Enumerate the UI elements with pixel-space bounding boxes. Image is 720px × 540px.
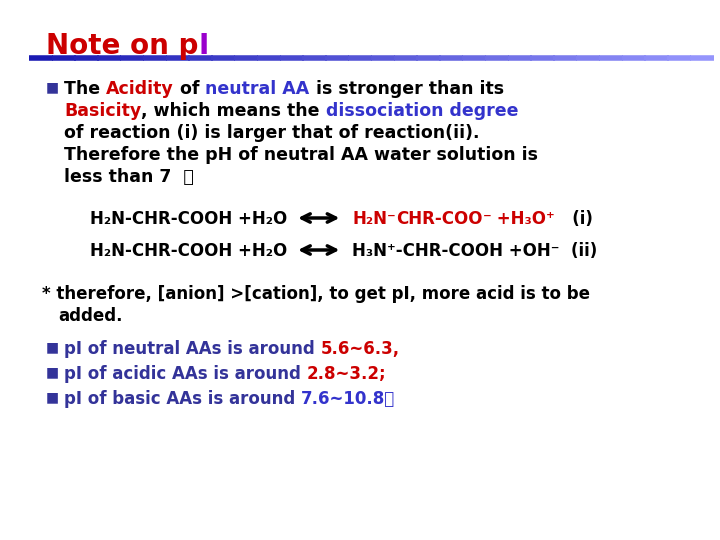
Text: +H₃O: +H₃O bbox=[491, 210, 546, 228]
Text: dissociation degree: dissociation degree bbox=[325, 102, 518, 120]
Text: H₂N-CHR-COOH +H₂O: H₂N-CHR-COOH +H₂O bbox=[90, 210, 287, 228]
Text: 5.6~6.3,: 5.6~6.3, bbox=[320, 340, 400, 358]
Text: neutral AA: neutral AA bbox=[205, 80, 310, 98]
Text: ■: ■ bbox=[46, 390, 59, 404]
Text: ■: ■ bbox=[46, 80, 59, 94]
Text: ⁻: ⁻ bbox=[387, 210, 396, 228]
Text: Acidity: Acidity bbox=[106, 80, 174, 98]
Text: is stronger than its: is stronger than its bbox=[310, 80, 504, 98]
Text: pI of basic AAs is around: pI of basic AAs is around bbox=[64, 390, 301, 408]
Text: Note on p: Note on p bbox=[46, 32, 199, 60]
Text: less than 7  。: less than 7 。 bbox=[64, 168, 194, 186]
Text: I: I bbox=[199, 32, 209, 60]
Text: pI of acidic AAs is around: pI of acidic AAs is around bbox=[64, 365, 307, 383]
Text: ⁻: ⁻ bbox=[482, 210, 491, 228]
Text: pI of neutral AAs is around: pI of neutral AAs is around bbox=[64, 340, 320, 358]
Text: added.: added. bbox=[58, 307, 122, 325]
Text: H₂N: H₂N bbox=[352, 210, 387, 228]
Text: 2.8~3.2;: 2.8~3.2; bbox=[307, 365, 386, 383]
Text: Basicity: Basicity bbox=[64, 102, 141, 120]
Text: * therefore, [anion] >[cation], to get pI, more acid is to be: * therefore, [anion] >[cation], to get p… bbox=[42, 285, 590, 303]
Text: H₂N-CHR-COOH +H₂O: H₂N-CHR-COOH +H₂O bbox=[90, 242, 287, 260]
Text: (i): (i) bbox=[555, 210, 593, 228]
Text: H₃N⁺-CHR-COOH +OH⁻  (ii): H₃N⁺-CHR-COOH +OH⁻ (ii) bbox=[352, 242, 598, 260]
Text: ⁺: ⁺ bbox=[546, 210, 555, 228]
Text: The: The bbox=[64, 80, 106, 98]
Text: of: of bbox=[174, 80, 205, 98]
Text: ■: ■ bbox=[46, 365, 59, 379]
Text: Therefore the pH of neutral AA water solution is: Therefore the pH of neutral AA water sol… bbox=[64, 146, 538, 164]
Text: 7.6~10.8。: 7.6~10.8。 bbox=[301, 390, 395, 408]
Text: of reaction (i) is larger that of reaction(ii).: of reaction (i) is larger that of reacti… bbox=[64, 124, 480, 142]
Text: ■: ■ bbox=[46, 340, 59, 354]
Text: , which means the: , which means the bbox=[141, 102, 325, 120]
Text: CHR-COO: CHR-COO bbox=[396, 210, 482, 228]
